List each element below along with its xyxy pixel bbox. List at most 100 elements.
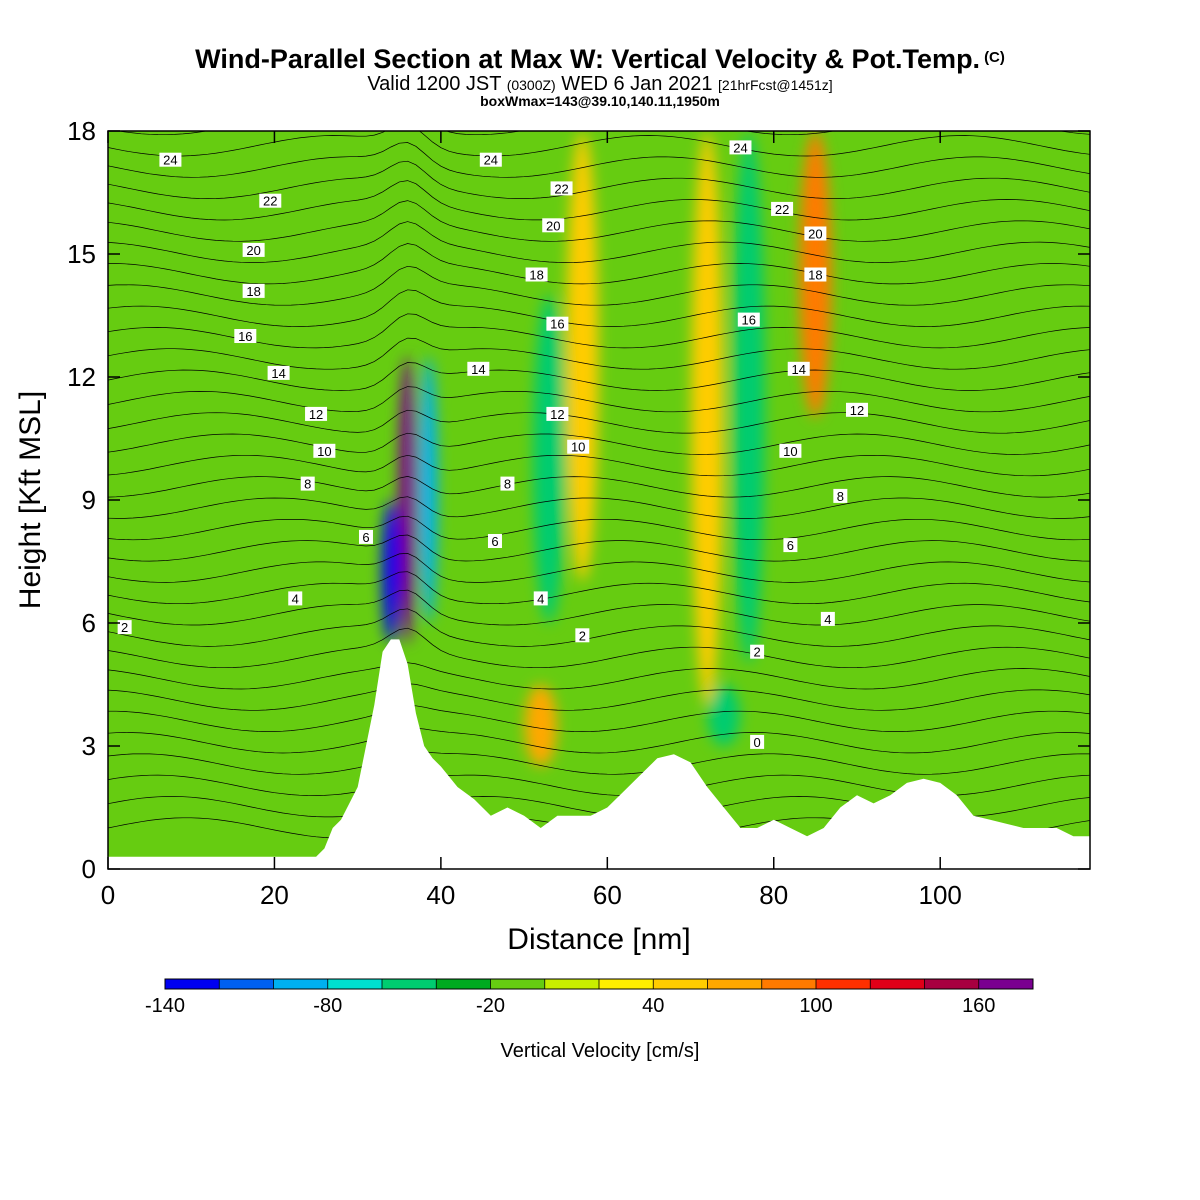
velocity-feature-6 xyxy=(732,131,765,664)
contour-label-bg-22 xyxy=(533,591,548,606)
contour-label-15: 18 xyxy=(529,268,543,283)
contour-label-bg-33 xyxy=(783,538,798,553)
terrain xyxy=(108,639,1090,869)
contour-label-bg-16 xyxy=(546,316,569,331)
colorbar-swatch xyxy=(816,979,871,989)
theta-contour-28 xyxy=(108,200,1090,242)
contour-label-29: 14 xyxy=(791,362,805,377)
y-tick-label: 9 xyxy=(82,485,96,515)
theta-contour-labels: 2422201816141210864224222018161412108642… xyxy=(117,140,868,750)
valid-time-line: Valid 1200 JST (0300Z) WED 6 Jan 2021 [2… xyxy=(0,73,1200,96)
contour-label-bg-32 xyxy=(833,488,848,503)
theta-contour-8 xyxy=(108,627,1090,669)
theta-contour-14 xyxy=(108,515,1090,541)
contour-label-21: 6 xyxy=(491,534,498,549)
velocity-feature-8 xyxy=(524,684,557,767)
contour-label-35: 2 xyxy=(754,645,761,660)
contour-label-bg-19 xyxy=(567,439,590,454)
colorbar-label: Vertical Velocity [cm/s] xyxy=(501,1040,700,1062)
contour-label-4: 16 xyxy=(238,329,252,344)
theta-contour-31 xyxy=(108,142,1090,178)
theta-contour-9 xyxy=(108,608,1090,647)
x-axis: 0 20 40 60 80 100 xyxy=(101,131,962,910)
contour-label-bg-8 xyxy=(300,476,315,491)
colorbar-swatch xyxy=(219,979,274,989)
contour-label-bg-2 xyxy=(242,242,265,257)
velocity-feature-5 xyxy=(691,131,724,705)
theta-contour-24 xyxy=(108,289,1090,327)
theta-contour-18 xyxy=(108,432,1090,455)
contour-label-31: 10 xyxy=(783,444,797,459)
contour-label-bg-6 xyxy=(305,406,328,421)
contour-label-8: 8 xyxy=(304,477,311,492)
contour-label-23: 2 xyxy=(579,628,586,643)
contour-label-bg-34 xyxy=(820,611,835,626)
contour-label-bg-17 xyxy=(467,361,490,376)
contour-label-28: 16 xyxy=(742,313,756,328)
contour-label-22: 4 xyxy=(537,591,544,606)
theta-contour-7 xyxy=(108,662,1090,690)
contour-label-18: 12 xyxy=(550,407,564,422)
colorbar-swatch xyxy=(653,979,708,989)
velocity-feature-4 xyxy=(566,131,599,582)
contour-label-bg-36 xyxy=(750,734,765,749)
contour-label-bg-0 xyxy=(159,152,182,167)
contour-label-27: 18 xyxy=(808,268,822,283)
y-axis: 0 3 6 9 12 15 18 xyxy=(67,116,1090,884)
contour-label-20: 8 xyxy=(504,477,511,492)
theta-contour-16 xyxy=(108,476,1090,498)
theta-contour-26 xyxy=(108,243,1090,285)
contour-label-bg-26 xyxy=(804,226,827,241)
contour-label-bg-24 xyxy=(729,140,752,155)
x-tick-label: 40 xyxy=(426,880,455,910)
colorbar-tick-label: 40 xyxy=(642,995,664,1017)
contour-label-bg-15 xyxy=(525,267,548,282)
y-tick-label: 18 xyxy=(67,116,96,146)
contour-label-19: 10 xyxy=(571,440,585,455)
y-tick-label: 12 xyxy=(67,362,96,392)
x-tick-label: 80 xyxy=(759,880,788,910)
contour-label-bg-28 xyxy=(737,312,760,327)
colorbar-swatch xyxy=(870,979,925,989)
contour-label-bg-4 xyxy=(234,329,257,343)
contour-label-1: 22 xyxy=(263,194,277,209)
colorbar-tick-label: 100 xyxy=(799,995,832,1017)
colorbar-swatch xyxy=(436,979,491,989)
theta-contour-22 xyxy=(108,337,1090,370)
contour-label-2: 20 xyxy=(246,243,260,258)
copyright-mark: (C) xyxy=(984,49,1005,66)
x-tick-label: 60 xyxy=(593,880,622,910)
contour-label-11: 2 xyxy=(121,620,128,635)
colorbar: -140 -80 -20 40 100 160 xyxy=(145,978,1034,1017)
contour-label-bg-7 xyxy=(313,443,336,458)
contour-label-6: 12 xyxy=(309,407,323,422)
x-tick-label: 0 xyxy=(101,880,115,910)
contour-label-bg-25 xyxy=(771,201,794,216)
x-tick-label: 20 xyxy=(260,880,289,910)
valid-utc: (0300Z) xyxy=(506,77,556,93)
contour-label-bg-11 xyxy=(117,620,132,635)
valid-prefix: Valid 1200 JST xyxy=(367,73,502,95)
contour-label-bg-9 xyxy=(358,529,373,544)
colorbar-swatch xyxy=(761,979,817,989)
velocity-feature-9 xyxy=(707,684,740,746)
contour-label-bg-12 xyxy=(479,152,502,167)
contour-label-bg-10 xyxy=(288,591,303,606)
contour-label-17: 14 xyxy=(471,362,485,377)
velocity-feature-0 xyxy=(398,356,417,644)
contour-label-10: 4 xyxy=(292,591,299,606)
y-axis-label: Height [Kft MSL] xyxy=(14,391,47,609)
colorbar-swatch xyxy=(544,979,600,989)
contour-label-0: 24 xyxy=(163,153,177,168)
colorbar-swatch xyxy=(327,979,383,989)
y-tick-label: 15 xyxy=(67,239,96,269)
colorbar-swatch xyxy=(924,979,980,989)
colorbar-tick-label: -140 xyxy=(145,995,185,1017)
contour-label-24: 24 xyxy=(733,140,747,155)
valid-date: WED 6 Jan 2021 xyxy=(561,73,713,95)
theta-contour-15 xyxy=(108,496,1090,519)
theta-contour-12 xyxy=(108,553,1090,583)
theta-contour-11 xyxy=(108,571,1090,605)
box-info: boxWmax=143@39.10,140.11,1950m xyxy=(480,93,720,109)
y-tick-label: 3 xyxy=(82,731,96,761)
